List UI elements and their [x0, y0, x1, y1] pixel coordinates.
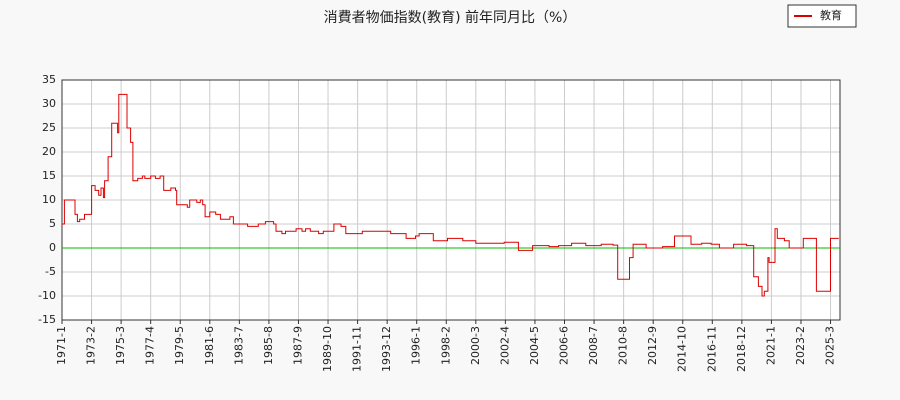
y-tick-label: 15: [42, 169, 56, 182]
data-line: [62, 93, 839, 297]
x-tick-label: 1975-3: [114, 326, 127, 365]
x-tick-label: 1987-9: [291, 326, 304, 365]
x-tick-label: 2004-5: [528, 326, 541, 365]
x-tick-label: 2002-4: [498, 326, 511, 365]
y-tick-label: -10: [38, 289, 56, 302]
y-tick-label: 5: [49, 217, 56, 230]
x-tick-label: 2014-10: [676, 326, 689, 372]
chart-title: 消費者物価指数(教育) 前年同月比（%）: [324, 9, 577, 26]
x-tick-label: 2025-3: [824, 326, 837, 365]
x-tick-label: 1998-2: [439, 326, 452, 365]
plot-frame: [61, 79, 841, 321]
y-tick-label: 0: [49, 241, 56, 254]
y-tick-label: 10: [42, 193, 56, 206]
x-tick-label: 2008-7: [587, 326, 600, 365]
x-tick-label: 2010-8: [617, 326, 630, 365]
x-tick-label: 1979-5: [173, 326, 186, 365]
y-tick-label: 25: [42, 121, 56, 134]
x-tick-label: 2006-6: [558, 326, 571, 365]
y-tick-label: 30: [42, 97, 56, 110]
x-tick-label: 1991-11: [351, 326, 364, 372]
x-tick-label: 1971-1: [55, 326, 68, 365]
x-tick-label: 2018-12: [735, 326, 748, 372]
y-tick-label: 35: [42, 73, 56, 86]
x-tick-label: 1989-10: [321, 326, 334, 372]
x-tick-label: 2023-2: [794, 326, 807, 365]
legend-box: [787, 4, 857, 28]
legend-label: 教育: [820, 8, 842, 22]
x-tick-label: 1981-6: [203, 326, 216, 365]
x-tick-label: 1983-7: [232, 326, 245, 365]
x-tick-label: 1996-1: [410, 326, 423, 365]
y-tick-label: -5: [45, 265, 56, 278]
x-tick-label: 2016-11: [705, 326, 718, 372]
x-tick-label: 1977-4: [144, 326, 157, 365]
x-tick-label: 1985-8: [262, 326, 275, 365]
y-tick-label: -15: [38, 313, 56, 326]
y-tick-label: 20: [42, 145, 56, 158]
x-tick-label: 2012-9: [646, 326, 659, 365]
x-tick-label: 1973-2: [85, 326, 98, 365]
x-tick-label: 2021-1: [764, 326, 777, 365]
x-tick-label: 2000-3: [469, 326, 482, 365]
x-tick-label: 1993-12: [380, 326, 393, 372]
